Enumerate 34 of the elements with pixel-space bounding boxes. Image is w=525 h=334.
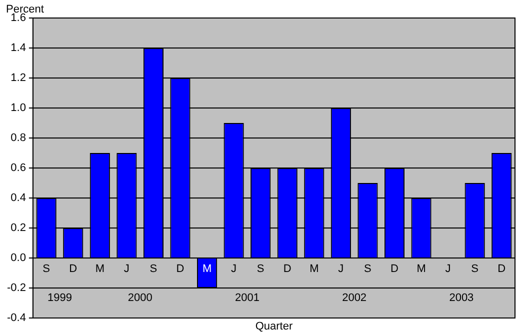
y-tick-label: 0.8 xyxy=(10,132,26,144)
annotation: 1999 xyxy=(47,292,72,304)
y-tick-label: 0.6 xyxy=(10,162,26,174)
y-tick-label: -0.2 xyxy=(6,282,26,294)
y-tick-label: 1.0 xyxy=(10,102,26,114)
x-tick-label: M xyxy=(310,263,319,276)
x-tick-label: S xyxy=(150,263,158,276)
x-tick-label: J xyxy=(124,263,130,276)
x-tick-label: S xyxy=(42,263,50,276)
y-tick-label: 0.2 xyxy=(10,222,26,234)
annotation: 2002 xyxy=(342,292,367,304)
y-tick-label: -0.4 xyxy=(6,312,26,324)
x-tick-label: J xyxy=(231,263,237,276)
x-tick-label: D xyxy=(283,263,292,276)
y-tick-label: 1.2 xyxy=(10,72,26,84)
x-tick-label: M xyxy=(416,263,426,276)
x-tick-label: D xyxy=(498,263,506,276)
annotation: 2000 xyxy=(128,292,152,304)
y-tick-label: 1.4 xyxy=(10,42,26,54)
x-tick-label: M xyxy=(95,263,104,276)
x-tick-label: S xyxy=(471,263,478,276)
annotation: 2001 xyxy=(234,292,260,304)
y-tick-label: 0.0 xyxy=(10,252,26,264)
y-tick-label: 0.4 xyxy=(10,192,26,204)
x-tick-label: S xyxy=(256,263,264,276)
annotation: 2003 xyxy=(449,292,474,304)
x-tick-label: S xyxy=(364,263,372,276)
x-axis-title: Quarter xyxy=(255,320,293,333)
x-tick-label: D xyxy=(69,263,78,276)
x-tick-label: J xyxy=(338,263,344,276)
x-tick-label: D xyxy=(390,263,399,276)
x-tick-label: J xyxy=(445,263,451,276)
x-tick-label: D xyxy=(176,263,184,276)
x-tick-label: M xyxy=(202,263,212,276)
